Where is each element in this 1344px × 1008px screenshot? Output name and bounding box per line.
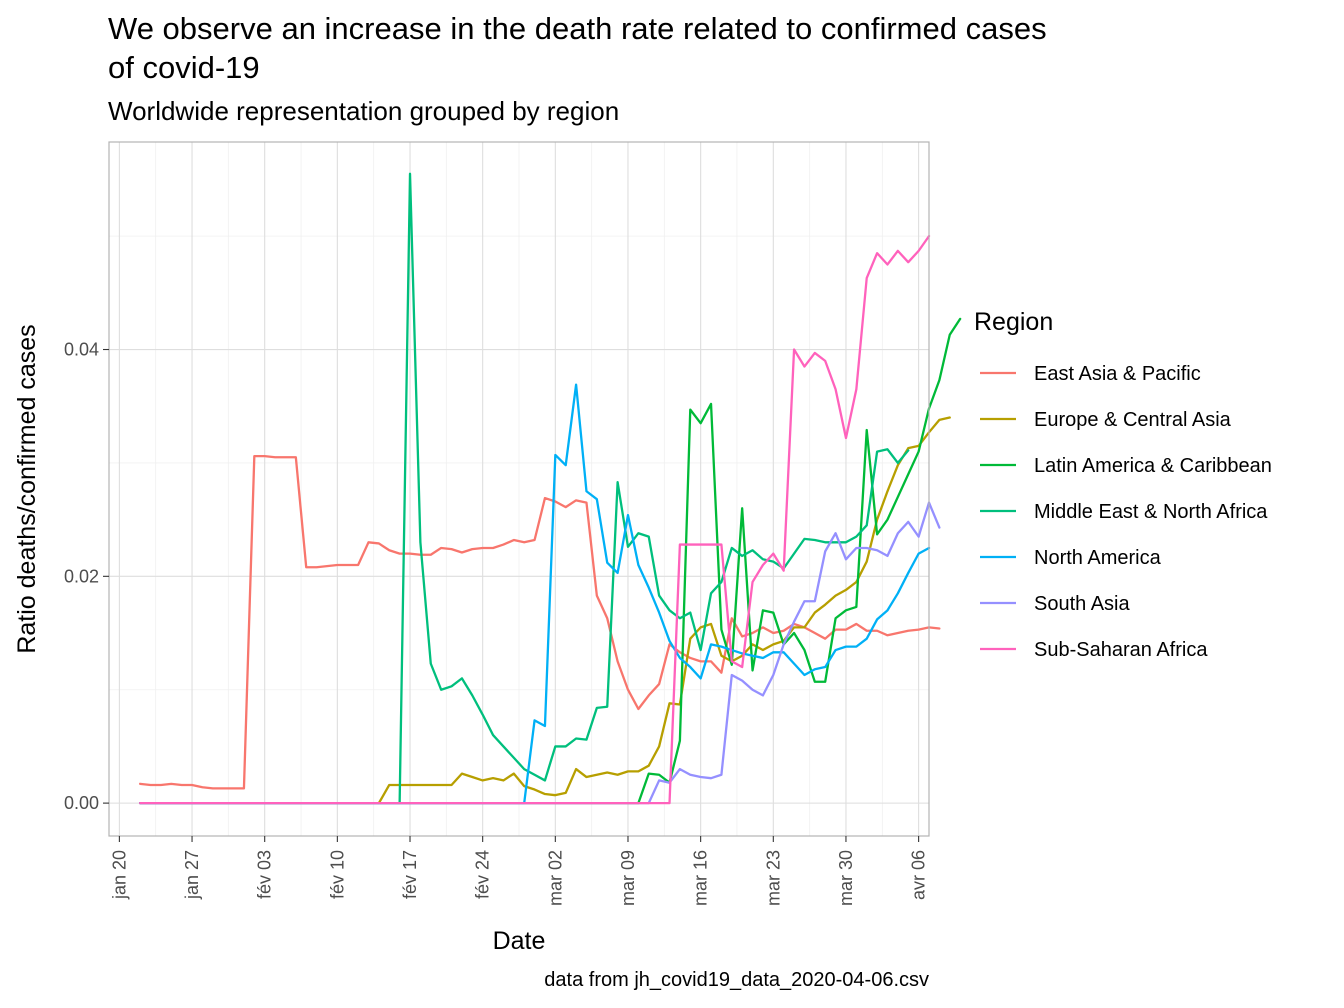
legend-label: East Asia & Pacific [1034, 363, 1201, 385]
series-line [138, 501, 941, 805]
x-tick-label: jan 20 [109, 850, 129, 900]
legend-label: South Asia [1034, 593, 1131, 615]
series-line [138, 383, 931, 805]
y-tick-label: 0.02 [64, 566, 99, 586]
series-line [138, 416, 951, 805]
x-tick-label: mar 23 [763, 850, 783, 906]
plot-panel-border [108, 141, 930, 837]
chart-subtitle: Worldwide representation grouped by regi… [108, 96, 619, 126]
x-tick-label: fév 24 [473, 850, 493, 899]
legend-label: Middle East & North Africa [1034, 501, 1268, 523]
chart-caption: data from jh_covid19_data_2020-04-06.csv [544, 969, 929, 991]
x-axis-title: Date [493, 927, 546, 955]
y-tick-label: 0.04 [64, 340, 99, 360]
legend-label: Latin America & Caribbean [1034, 455, 1272, 477]
y-tick-label: 0.00 [64, 793, 99, 813]
series-line [138, 454, 941, 790]
legend: East Asia & Pacific Europe & Central Asia… [980, 363, 1272, 661]
x-tick-label: fév 10 [327, 850, 347, 899]
series-line [138, 234, 931, 805]
y-axis-title: Ratio deaths/confirmed cases [13, 324, 41, 653]
minor-gridlines [109, 142, 929, 836]
legend-title: Region [974, 308, 1053, 336]
x-tick-label: fév 03 [255, 850, 275, 899]
x-tick-label: avr 06 [909, 850, 929, 900]
x-tick-label: mar 16 [691, 850, 711, 906]
x-tick-label: mar 02 [545, 850, 565, 906]
legend-label: Europe & Central Asia [1034, 409, 1232, 431]
x-tick-label: jan 27 [182, 850, 202, 900]
x-tick-label: mar 09 [618, 850, 638, 906]
series-lines [138, 172, 962, 805]
series-line [138, 172, 910, 805]
y-axis: 0.00 0.02 0.04 [64, 340, 109, 813]
x-tick-label: fév 17 [400, 850, 420, 899]
legend-label: Sub-Saharan Africa [1034, 639, 1208, 661]
x-tick-label: mar 30 [836, 850, 856, 906]
x-axis: jan 20 jan 27 fév 03 fév 10 fév 17 fév 24 mar … [109, 836, 929, 906]
chart-title-line-2: of covid-19 [108, 50, 260, 85]
chart-title-line-1: We observe an increase in the death rate… [108, 11, 1047, 46]
legend-label: North America [1034, 547, 1162, 569]
